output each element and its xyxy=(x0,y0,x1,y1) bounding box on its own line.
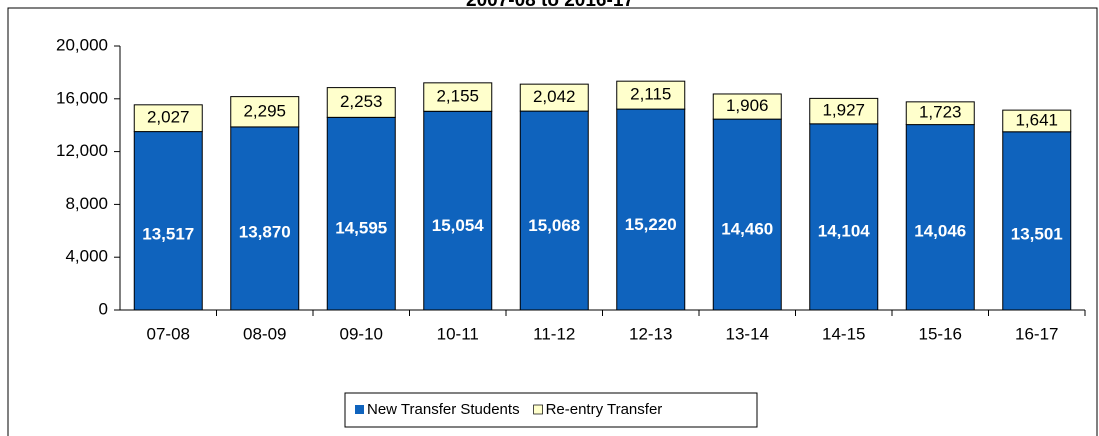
bar-segment xyxy=(905,101,975,126)
x-tick-label: 14-15 xyxy=(822,324,865,343)
bar-segment xyxy=(905,124,975,311)
bar-segment xyxy=(133,104,203,133)
bar-segment xyxy=(616,80,686,110)
x-tick-label: 13-14 xyxy=(726,324,769,343)
data-label: 2,027 xyxy=(147,108,190,127)
bar-segment xyxy=(616,108,686,311)
data-label: 1,906 xyxy=(726,96,769,115)
bar-segment xyxy=(519,83,589,112)
bar-segment xyxy=(133,131,203,311)
bar-segment xyxy=(1002,131,1072,311)
data-label: 15,054 xyxy=(432,216,485,235)
chart-title: 2007-08 to 2016-17 xyxy=(466,0,634,11)
y-tick-label: 12,000 xyxy=(56,141,108,160)
data-label: 2,253 xyxy=(340,92,383,111)
bar-segment xyxy=(230,126,300,311)
data-label: 1,723 xyxy=(919,103,962,122)
y-tick-label: 16,000 xyxy=(56,88,108,107)
bar-segment xyxy=(1002,109,1072,133)
data-label: 2,295 xyxy=(243,101,286,120)
y-tick-label: 8,000 xyxy=(65,194,108,213)
bar-segment xyxy=(326,87,396,118)
data-label: 14,595 xyxy=(335,219,387,238)
data-label: 2,042 xyxy=(533,87,576,106)
data-label: 14,046 xyxy=(914,222,966,241)
data-label: 1,641 xyxy=(1015,110,1058,129)
bar-segment xyxy=(230,96,300,128)
data-label: 13,501 xyxy=(1011,225,1063,244)
data-label: 2,115 xyxy=(630,85,671,104)
legend-swatch xyxy=(355,405,364,414)
x-tick-label: 07-08 xyxy=(147,324,190,343)
y-tick-label: 4,000 xyxy=(65,247,108,266)
data-label: 14,460 xyxy=(721,219,773,238)
bar-segment xyxy=(423,82,493,112)
x-tick-label: 11-12 xyxy=(533,324,575,343)
x-tick-label: 10-11 xyxy=(437,324,479,343)
bar-segment xyxy=(519,110,589,311)
y-tick-label: 0 xyxy=(99,299,108,318)
data-label: 15,220 xyxy=(625,215,677,234)
x-tick-label: 15-16 xyxy=(919,324,962,343)
y-tick-label: 20,000 xyxy=(56,35,108,54)
data-label: 13,870 xyxy=(239,223,291,242)
bar-segment xyxy=(712,93,782,120)
legend-label: New Transfer Students xyxy=(367,401,520,418)
legend-label: Re-entry Transfer xyxy=(546,401,663,418)
bar-segment xyxy=(423,110,493,311)
data-label: 13,517 xyxy=(142,225,194,244)
bar-segment xyxy=(809,97,879,125)
x-tick-label: 09-10 xyxy=(340,324,383,343)
legend-box xyxy=(344,392,758,428)
legend-swatch xyxy=(533,404,543,415)
bar-segment xyxy=(326,116,396,311)
bar-segment xyxy=(712,118,782,311)
bar-segment xyxy=(809,123,879,311)
data-label: 1,927 xyxy=(822,101,865,120)
data-label: 15,068 xyxy=(528,216,580,235)
x-tick-label: 12-13 xyxy=(629,324,672,343)
x-tick-label: 08-09 xyxy=(243,324,286,343)
data-label: 14,104 xyxy=(818,221,871,240)
data-label: 2,155 xyxy=(436,87,479,106)
x-tick-label: 16-17 xyxy=(1015,324,1058,343)
